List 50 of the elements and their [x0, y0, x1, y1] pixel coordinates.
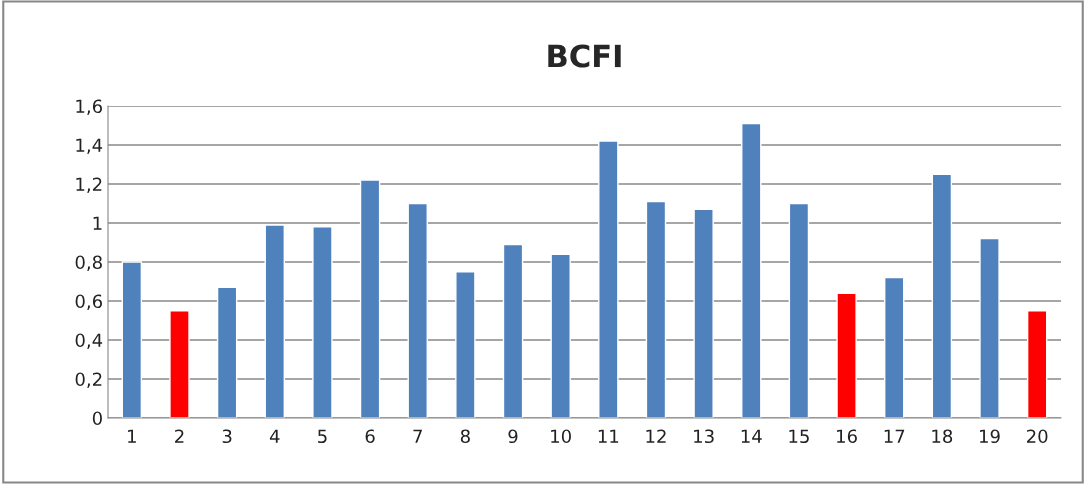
- bar: [455, 271, 476, 418]
- y-tick-label: 1,2: [76, 177, 102, 193]
- bar: [121, 261, 143, 418]
- y-tick-label: 1,4: [76, 138, 103, 154]
- x-tick-label: 8: [460, 429, 470, 444]
- bar: [550, 253, 571, 418]
- bar: [598, 140, 619, 418]
- x-tick-label: 12: [646, 429, 666, 443]
- x-tick-label: 16: [837, 429, 857, 444]
- bar: [312, 226, 333, 418]
- x-tick-label: 10: [551, 429, 571, 444]
- x-tick-label: 4: [269, 429, 280, 443]
- bar: [979, 237, 1000, 418]
- bar: [1026, 310, 1048, 418]
- y-tick-label: 0,2: [75, 372, 102, 388]
- x-tick-label: 6: [365, 429, 375, 444]
- bar: [502, 243, 524, 418]
- x-tick-label: 15: [789, 429, 809, 444]
- x-tick-label: 1: [128, 429, 136, 443]
- y-tick-label: 0,4: [75, 333, 103, 349]
- chart-title: BCFI: [548, 44, 621, 68]
- bar: [836, 292, 857, 418]
- bar: [788, 202, 810, 418]
- x-tick-label: 14: [741, 429, 762, 443]
- x-tick-label: 7: [413, 429, 422, 443]
- y-tick-label: 0,8: [75, 255, 102, 271]
- x-tick-label: 5: [318, 429, 327, 444]
- bar: [407, 202, 428, 418]
- bar: [264, 224, 286, 418]
- x-tick-label: 11: [598, 429, 619, 443]
- x-tick-label: 19: [980, 429, 1000, 444]
- bar: [645, 200, 667, 418]
- bar: [169, 310, 190, 418]
- bar: [741, 122, 762, 418]
- bar: [931, 173, 953, 418]
- x-tick-label: 2: [175, 429, 184, 443]
- x-tick-label: 18: [932, 429, 953, 444]
- y-tick-label: 1: [93, 216, 102, 230]
- bar: [884, 276, 905, 418]
- x-tick-label: 13: [694, 429, 714, 444]
- x-tick-label: 3: [222, 429, 232, 444]
- bar: [216, 286, 238, 418]
- y-tick-label: 0,6: [75, 294, 102, 310]
- x-tick-label: 9: [508, 429, 518, 444]
- bar: [359, 179, 381, 418]
- y-tick-label: 0: [92, 411, 102, 426]
- x-tick-label: 20: [1027, 429, 1048, 444]
- bar: [693, 208, 714, 418]
- x-tick-label: 17: [884, 429, 905, 443]
- y-tick-label: 1,6: [76, 99, 102, 115]
